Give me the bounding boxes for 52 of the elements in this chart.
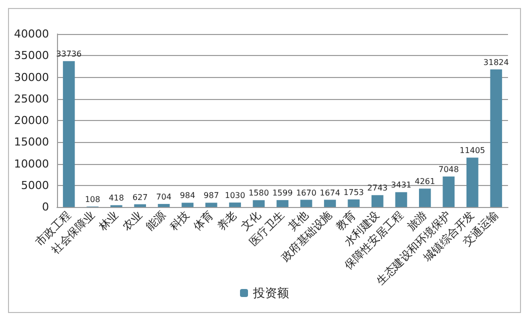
y-tick-label: 25000 bbox=[14, 92, 49, 106]
data-label: 984 bbox=[180, 191, 196, 200]
bar bbox=[466, 158, 478, 207]
x-tick-label: 能源 bbox=[144, 208, 168, 234]
x-tick-label: 体育 bbox=[191, 208, 216, 234]
bar bbox=[134, 204, 146, 207]
data-label: 1674 bbox=[320, 188, 340, 198]
data-label: 108 bbox=[84, 195, 100, 204]
y-tick-label: 20000 bbox=[14, 114, 49, 127]
data-label: 627 bbox=[132, 192, 148, 202]
x-tick-label: 林业 bbox=[95, 208, 121, 234]
data-label: 704 bbox=[156, 192, 172, 202]
data-label: 987 bbox=[204, 191, 219, 200]
data-label: 1670 bbox=[296, 188, 316, 198]
bar bbox=[158, 204, 170, 207]
data-label: 3431 bbox=[391, 180, 412, 190]
legend-label: 投资额 bbox=[252, 286, 289, 300]
data-label: 1030 bbox=[224, 191, 246, 200]
data-label: 33736 bbox=[56, 50, 82, 59]
y-tick-label: 30000 bbox=[14, 70, 49, 84]
y-tick-label: 15000 bbox=[14, 136, 49, 149]
data-label: 1753 bbox=[344, 188, 364, 197]
x-tick-label: 科技 bbox=[167, 208, 192, 234]
data-label: 11405 bbox=[460, 146, 486, 156]
y-tick-label: 10000 bbox=[14, 157, 49, 170]
data-label: 1599 bbox=[272, 188, 293, 198]
bar bbox=[182, 202, 194, 207]
y-tick-label: 5000 bbox=[21, 178, 49, 192]
y-tick-label: 35000 bbox=[14, 49, 49, 62]
bar bbox=[418, 188, 431, 207]
x-tick-label: 农业 bbox=[120, 208, 145, 234]
bar bbox=[62, 61, 75, 207]
bar bbox=[229, 202, 241, 207]
data-label: 4261 bbox=[414, 177, 436, 186]
bar bbox=[205, 202, 218, 207]
bar bbox=[324, 200, 336, 207]
bar bbox=[300, 200, 312, 207]
bar bbox=[252, 200, 265, 207]
data-label: 418 bbox=[108, 194, 124, 203]
bar bbox=[372, 195, 384, 207]
bar bbox=[348, 199, 360, 207]
x-tick-label: 养老 bbox=[214, 208, 240, 234]
y-tick-label: 40000 bbox=[14, 28, 49, 40]
y-tick-label: 0 bbox=[42, 200, 49, 214]
data-label: 7048 bbox=[438, 165, 459, 174]
data-label: 31824 bbox=[483, 58, 509, 67]
bar bbox=[442, 176, 455, 207]
data-label: 2743 bbox=[367, 184, 388, 193]
data-label: 1580 bbox=[248, 188, 269, 198]
bar bbox=[395, 192, 408, 207]
bar bbox=[490, 69, 502, 207]
bar bbox=[276, 200, 288, 207]
